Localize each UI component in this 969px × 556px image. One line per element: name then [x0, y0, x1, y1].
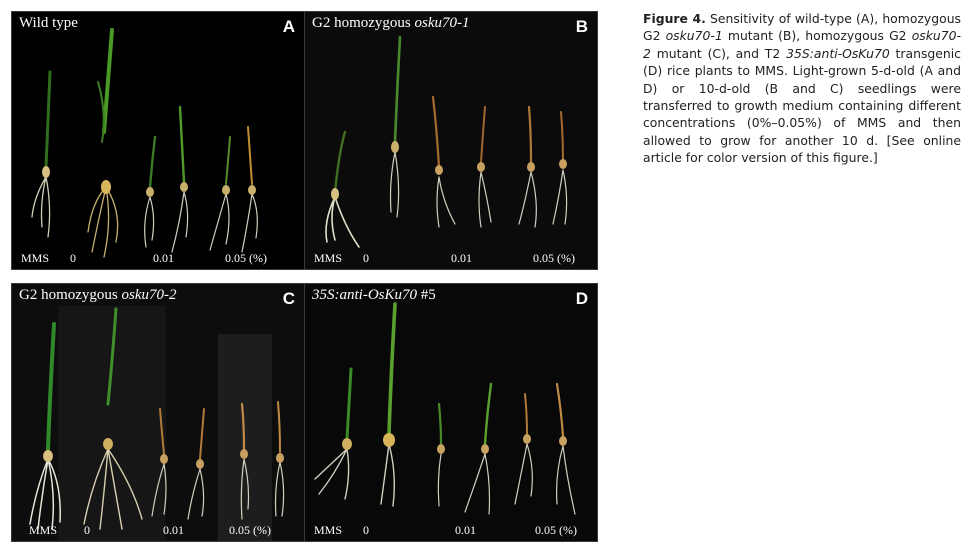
- panel-c-mms-label: MMS: [29, 523, 58, 537]
- panel-b-conc-0: 0: [363, 251, 369, 265]
- panel-d-conc-001: 0.01: [455, 523, 476, 537]
- panel-a-conc-0: 0: [70, 251, 76, 265]
- panel-c-title: G2 homozygous osku70-2: [19, 287, 177, 303]
- panel-a: Wild type A MMS 0 0.01 0.05 (%): [11, 11, 305, 270]
- figure-caption: Figure 4. Sensitivity of wild-type (A), …: [643, 11, 961, 166]
- panel-d-title: 35S:anti-OsKu70 #5: [312, 287, 436, 303]
- seedlings-photo-a: [31, 28, 258, 258]
- panel-a-title: Wild type: [19, 15, 78, 31]
- panel-b-conc-005: 0.05 (%): [533, 251, 575, 265]
- panel-b-mms-label: MMS: [314, 251, 343, 265]
- panel-b-title: G2 homozygous osku70-1: [312, 15, 470, 31]
- panel-a-letter: A: [282, 17, 295, 36]
- panel-b-conc-001: 0.01: [451, 251, 472, 265]
- figure-label: Figure 4.: [643, 11, 706, 26]
- panel-d-conc-005: 0.05 (%): [535, 523, 577, 537]
- panel-c-conc-005: 0.05 (%): [229, 523, 271, 537]
- panel-c-letter: C: [282, 289, 295, 308]
- panel-d: 35S:anti-OsKu70 #5 D MMS 0 0.01 0.05 (%): [304, 283, 598, 542]
- panel-c-conc-0: 0: [84, 523, 90, 537]
- panel-b-letter: B: [575, 17, 588, 36]
- panel-a-conc-005: 0.05 (%): [225, 251, 267, 265]
- panel-d-mms-label: MMS: [314, 523, 343, 537]
- panel-c-conc-001: 0.01: [163, 523, 184, 537]
- seedlings-photo-b: [325, 35, 568, 248]
- panel-a-conc-001: 0.01: [153, 251, 174, 265]
- panel-c: G2 homozygous osku70-2 C MMS 0 0.01 0.05…: [11, 283, 305, 542]
- seedlings-photo-c: [29, 307, 285, 530]
- panel-d-conc-0: 0: [363, 523, 369, 537]
- panel-d-letter: D: [575, 289, 588, 308]
- panel-b: G2 homozygous osku70-1 B MMS 0 0.01 0.05…: [304, 11, 598, 270]
- panel-a-mms-label: MMS: [21, 251, 50, 265]
- seedlings-photo-d: [314, 302, 576, 515]
